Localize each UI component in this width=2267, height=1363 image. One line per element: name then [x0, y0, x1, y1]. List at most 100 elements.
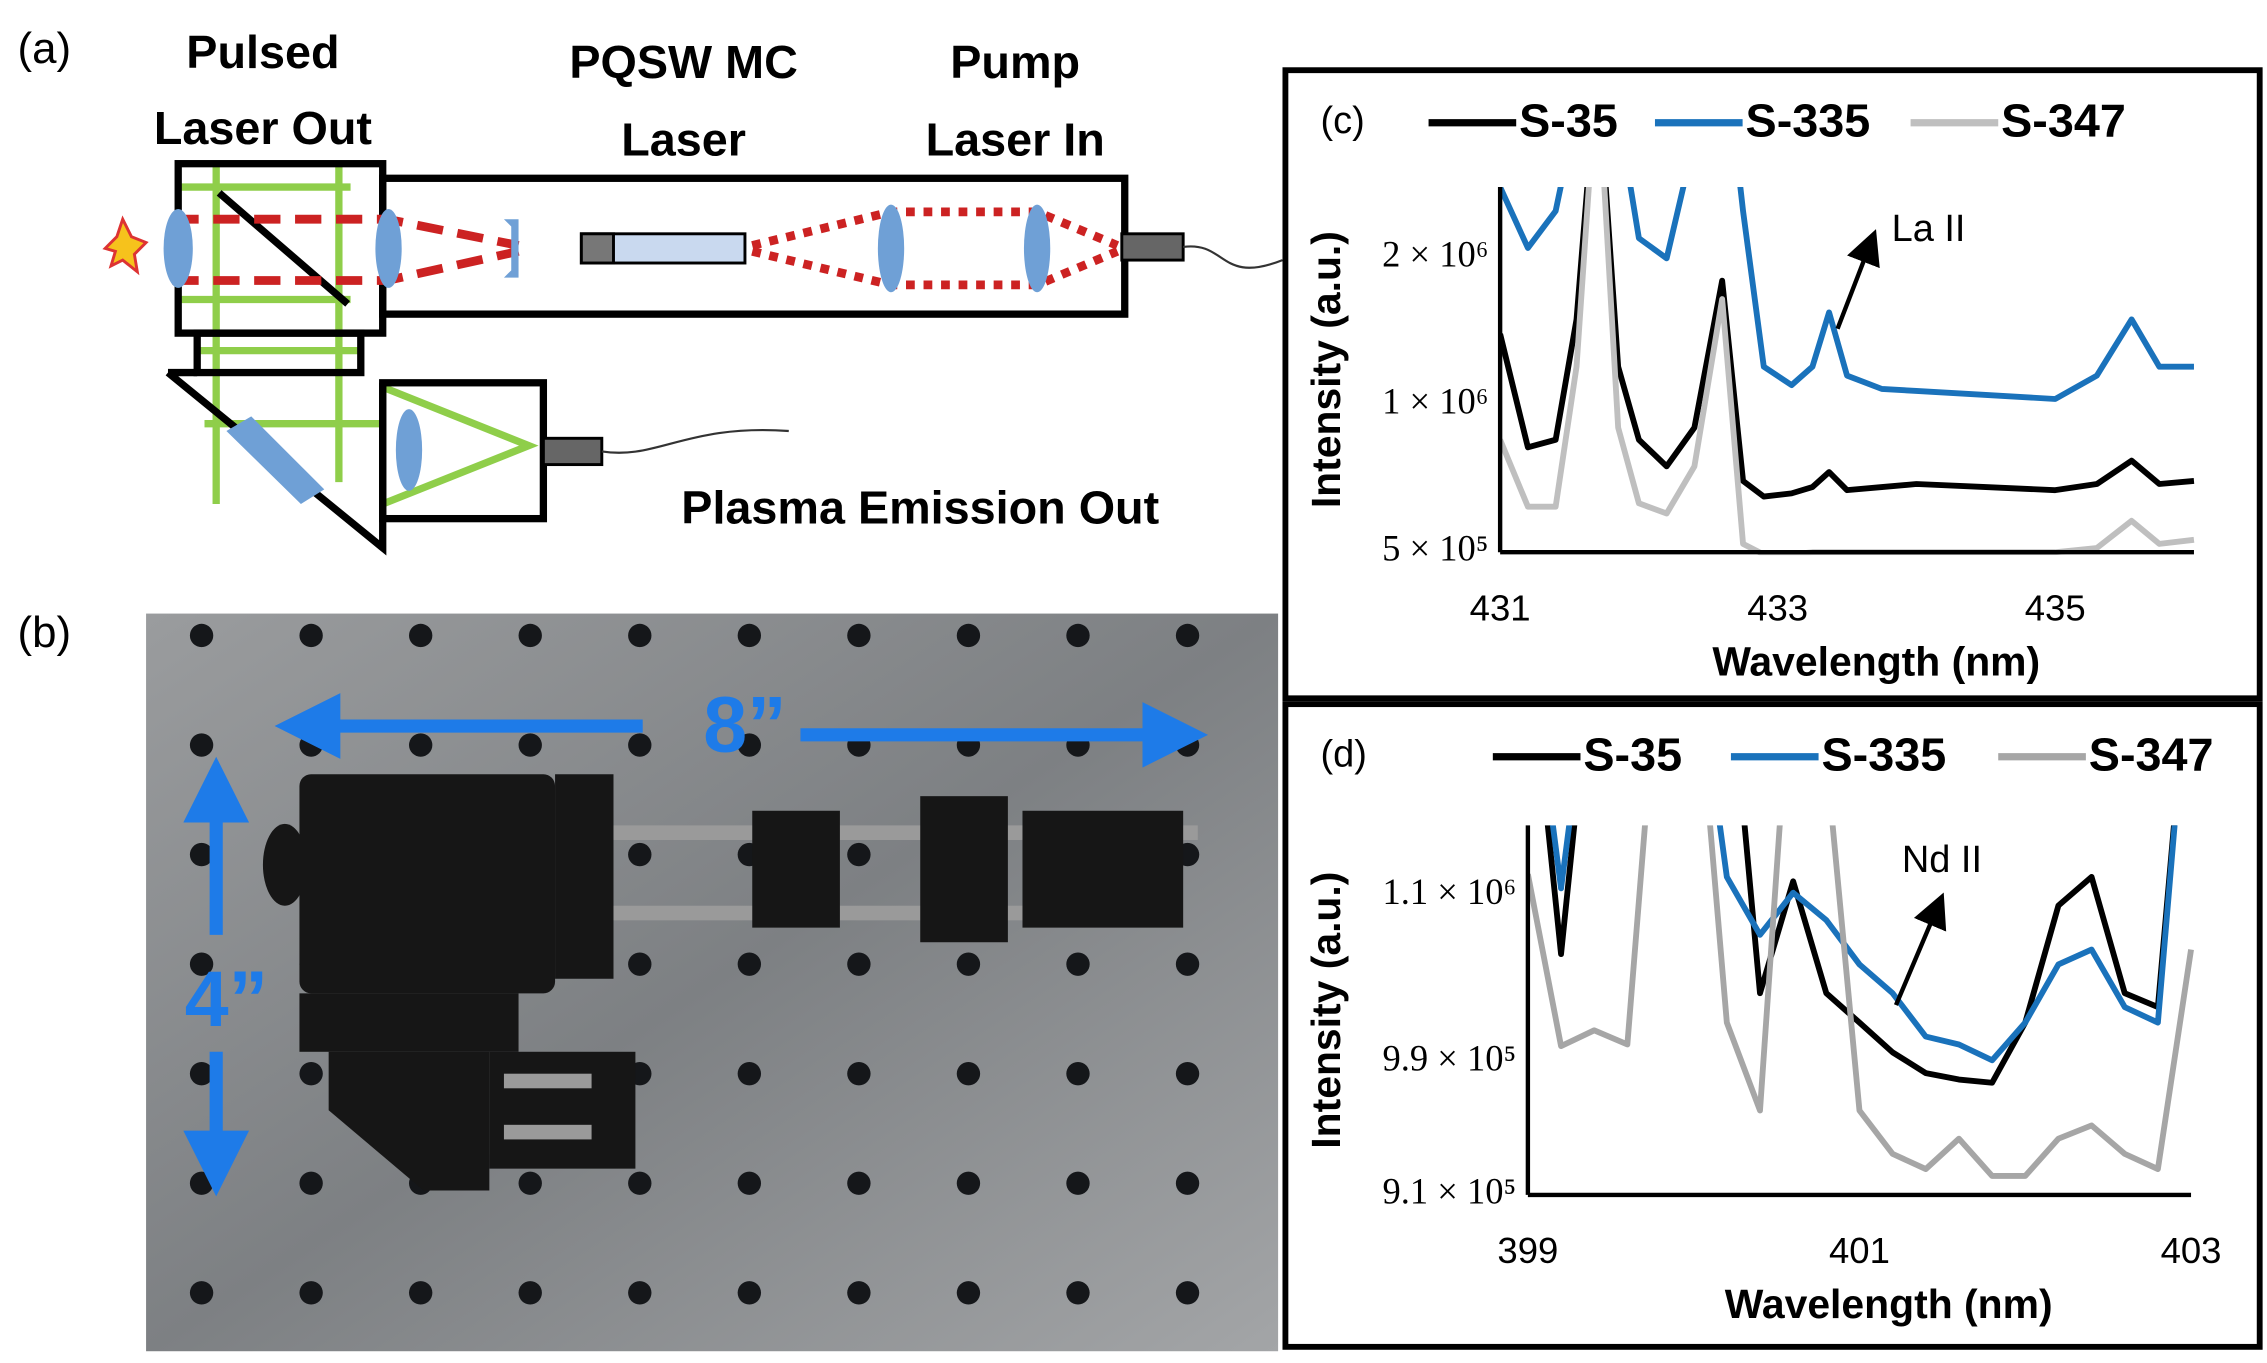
hole — [847, 1062, 871, 1086]
x-tick-label: 433 — [1747, 587, 1808, 628]
x-tick-label: 399 — [1497, 1230, 1558, 1271]
series-line — [1527, 825, 2194, 1179]
hole — [628, 1171, 652, 1195]
legend-label: S-35 — [1583, 729, 1682, 781]
hole — [628, 1281, 652, 1305]
hole — [299, 1062, 323, 1086]
y-tick-label: 1 × 10⁶ — [1382, 381, 1488, 422]
hole — [737, 733, 762, 757]
hole — [847, 842, 871, 867]
hole — [956, 1171, 981, 1195]
series-line — [1544, 825, 2177, 1086]
hole — [408, 623, 433, 648]
hole — [956, 952, 981, 976]
x-tick-label: 435 — [2025, 587, 2086, 628]
chart: (c) S-35 S-335 S-347 5 × 10⁵ 1 × 10⁶ 2 × 10⁶ 43… — [1282, 67, 2263, 702]
hole — [189, 1171, 214, 1195]
hole — [189, 952, 214, 976]
hole — [189, 842, 214, 867]
photo: (b) 8” 4” — [18, 608, 1279, 1352]
chart: (d) S-35 S-335 S-347 9.1 × 10⁵ 9.9 × 10⁵ 1.1 ×… — [1282, 701, 2263, 1350]
panel-label: (b) — [18, 608, 72, 657]
hole — [737, 1281, 762, 1305]
green-beam — [178, 163, 539, 508]
hole — [737, 1171, 762, 1195]
legend-label: S-347 — [2001, 95, 2126, 147]
fiber — [601, 428, 789, 454]
hole — [518, 623, 542, 648]
optics — [163, 204, 1051, 505]
x-tick-label: 431 — [1470, 587, 1531, 628]
hole — [189, 733, 214, 757]
connector — [541, 436, 604, 467]
hole — [737, 1062, 762, 1086]
legend-label: S-347 — [2089, 729, 2214, 781]
x-axis-title: Wavelength (nm) — [1725, 1281, 2053, 1327]
chart-frame — [1282, 67, 2263, 702]
legend-label: S-335 — [1746, 95, 1871, 147]
hole — [737, 623, 762, 648]
hole — [1066, 1171, 1090, 1195]
hole — [1175, 1281, 1200, 1305]
crystal — [579, 232, 615, 265]
hole — [518, 733, 542, 757]
hole — [1175, 733, 1200, 757]
hole — [299, 1281, 323, 1305]
hole — [1175, 623, 1200, 648]
hole — [847, 952, 871, 976]
hole — [189, 1281, 214, 1305]
hole — [956, 1062, 981, 1086]
hole — [956, 1281, 981, 1305]
hole — [847, 623, 871, 648]
y-tick-label: 5 × 10⁵ — [1382, 528, 1488, 569]
hole — [628, 952, 652, 976]
hole — [1175, 1062, 1200, 1086]
hole — [737, 952, 762, 976]
panel-label: (c) — [1320, 100, 1364, 142]
connector — [1120, 232, 1185, 262]
hole — [628, 733, 652, 757]
diagram-label: Laser — [621, 114, 746, 166]
hole — [847, 1171, 871, 1195]
annotation-arrow — [1835, 229, 1880, 330]
hole — [518, 1281, 542, 1305]
y-tick-label: 2 × 10⁶ — [1382, 234, 1488, 275]
hole — [1066, 1062, 1090, 1086]
hole — [189, 623, 214, 648]
diagram-label: Pulsed — [186, 26, 339, 78]
dimension-arrow — [183, 693, 1208, 1197]
hole — [299, 623, 323, 648]
red-beam — [172, 214, 520, 285]
fiber — [1183, 245, 1283, 269]
hole — [1175, 1171, 1200, 1195]
spark — [102, 215, 149, 276]
diagram-label: Laser Out — [154, 102, 372, 154]
charts: (c) S-35 S-335 S-347 5 × 10⁵ 1 × 10⁶ 2 × 10⁶ 43… — [1282, 67, 2263, 1350]
hole — [408, 733, 433, 757]
annotation: La II — [1892, 208, 1966, 250]
hole — [1066, 623, 1090, 648]
hole — [189, 1062, 214, 1086]
hole — [1066, 952, 1090, 976]
x-axis-title: Wavelength (nm) — [1712, 638, 2040, 684]
series-line — [1500, 187, 2195, 500]
device — [262, 774, 1198, 1191]
y-tick-label: 9.9 × 10⁵ — [1383, 1037, 1517, 1078]
hole — [1175, 952, 1200, 976]
y-axis-title: Intensity (a.u.) — [1303, 231, 1349, 508]
hole — [518, 1171, 542, 1195]
diagram-label: PQSW MC — [569, 36, 797, 88]
series-line — [1500, 187, 2194, 402]
y-tick-label: 9.1 × 10⁵ — [1383, 1170, 1517, 1211]
hole — [628, 842, 652, 867]
annotation-arrow — [1893, 892, 1947, 1006]
annotation: Nd II — [1902, 839, 1982, 881]
dimension-label: 8” — [703, 680, 786, 768]
hole — [299, 1171, 323, 1195]
hole — [628, 623, 652, 648]
series-line — [1549, 825, 2178, 1064]
diagram-label: Laser In — [926, 114, 1105, 166]
hole — [956, 623, 981, 648]
hole — [299, 733, 323, 757]
